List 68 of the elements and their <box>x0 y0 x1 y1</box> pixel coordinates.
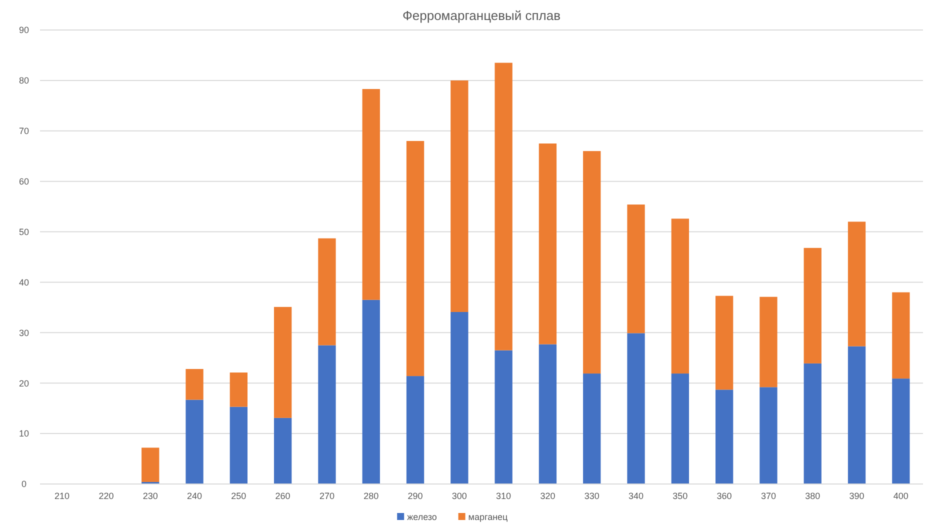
x-tick-label: 400 <box>893 491 908 501</box>
bar <box>230 406 248 484</box>
y-tick-label: 60 <box>18 176 30 186</box>
y-tick-label: 10 <box>18 428 30 439</box>
bar <box>274 418 292 484</box>
x-tick-label: 370 <box>760 491 776 501</box>
bar <box>186 400 204 484</box>
bar <box>494 350 512 484</box>
bar <box>715 296 734 390</box>
x-tick-label: 330 <box>584 491 600 501</box>
x-tick-label: 250 <box>231 491 246 501</box>
x-tick-label: 320 <box>540 491 556 501</box>
bar <box>450 80 468 312</box>
bar <box>627 333 645 484</box>
bar <box>804 363 822 484</box>
bar <box>760 387 778 484</box>
bar <box>538 344 557 484</box>
y-tick-label: 80 <box>18 76 30 86</box>
bar <box>715 390 734 484</box>
x-tick-label: 240 <box>187 491 202 501</box>
y-tick-label: 30 <box>18 328 30 338</box>
x-tick-label: 390 <box>849 491 864 501</box>
bar <box>318 345 336 484</box>
legend-label: железо <box>407 512 437 522</box>
bar <box>494 62 512 350</box>
x-tick-label: 340 <box>628 491 644 501</box>
bar <box>362 89 380 300</box>
chart-title: Ферромарганцевый сплав <box>402 8 561 23</box>
bar <box>318 238 336 346</box>
x-tick-label: 380 <box>805 491 820 501</box>
x-tick-label: 310 <box>496 491 512 501</box>
bar <box>274 306 292 418</box>
x-tick-label: 270 <box>319 491 334 501</box>
y-tick-label: 0 <box>21 479 27 490</box>
bar <box>671 218 690 374</box>
bar <box>406 140 424 376</box>
bar <box>406 376 424 484</box>
bar <box>892 292 910 379</box>
bar <box>848 346 866 484</box>
x-tick-label: 210 <box>54 491 70 501</box>
y-tick-label: 40 <box>18 277 30 288</box>
x-tick-label: 300 <box>452 491 467 501</box>
bar <box>538 144 557 344</box>
x-tick-label: 260 <box>275 491 290 501</box>
bar <box>627 204 645 334</box>
bar <box>760 296 778 388</box>
x-tick-label: 230 <box>142 491 158 501</box>
bar <box>671 374 690 484</box>
legend-label: марганец <box>468 512 508 522</box>
y-tick-label: 50 <box>18 226 30 237</box>
bar <box>362 300 380 484</box>
bar <box>583 151 601 374</box>
x-tick-label: 220 <box>98 491 114 501</box>
x-tick-label: 280 <box>364 491 379 501</box>
bar <box>142 448 160 482</box>
bar <box>186 368 204 400</box>
bar <box>804 248 822 364</box>
x-tick-label: 290 <box>408 491 423 501</box>
y-tick-label: 70 <box>18 126 30 136</box>
bar <box>892 378 910 484</box>
bar <box>230 372 248 407</box>
y-tick-label: 90 <box>18 25 30 36</box>
bar <box>848 222 866 346</box>
x-tick-label: 360 <box>716 491 732 501</box>
bar <box>583 374 601 484</box>
y-tick-label: 20 <box>18 378 30 388</box>
bar <box>450 312 468 484</box>
x-tick-label: 350 <box>672 491 688 501</box>
